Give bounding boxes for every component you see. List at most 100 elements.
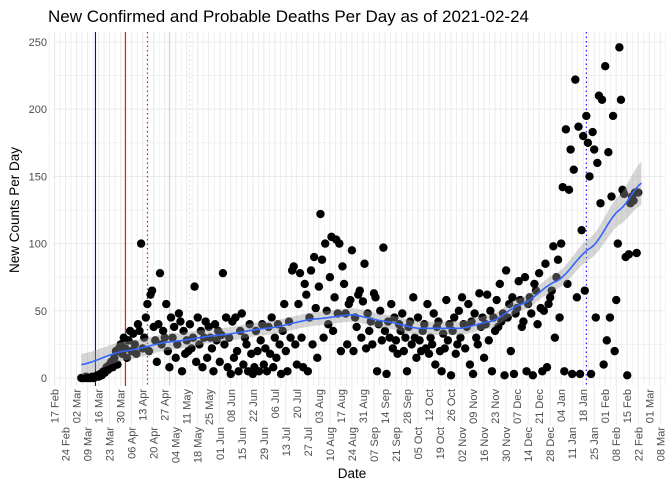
data-point (358, 297, 368, 306)
data-point (346, 295, 355, 305)
data-point (328, 326, 338, 336)
data-point (336, 346, 346, 356)
data-point (519, 317, 528, 326)
data-point (195, 340, 204, 349)
data-point (122, 353, 132, 363)
data-point (380, 326, 390, 336)
data-point (166, 313, 176, 322)
data-point (520, 273, 530, 282)
data-point (585, 172, 594, 181)
data-point (160, 333, 169, 342)
data-point (190, 282, 199, 291)
x-tick-label: 16 Nov (479, 427, 491, 462)
chart-title: New Confirmed and Probable Deaths Per Da… (48, 7, 529, 26)
data-point (253, 346, 262, 356)
data-point (240, 333, 250, 342)
data-point (223, 363, 232, 372)
data-point (343, 340, 352, 349)
data-point (431, 360, 440, 369)
data-point (571, 75, 580, 84)
data-point (456, 333, 465, 342)
data-point (473, 340, 482, 349)
data-point (379, 243, 388, 252)
data-point (316, 209, 325, 219)
data-point (289, 262, 298, 271)
data-point (371, 293, 380, 302)
x-tick-label: 14 Sep (380, 389, 392, 424)
data-point (171, 353, 180, 363)
y-tick-label: 100 (29, 239, 47, 251)
data-point (478, 313, 487, 322)
data-point (269, 363, 278, 372)
x-tick-label: 03 Aug (314, 389, 326, 423)
data-point (572, 293, 582, 302)
x-tick-label: 06 Apr (127, 427, 139, 459)
data-point (427, 340, 437, 349)
data-point (434, 317, 443, 326)
data-point (303, 367, 313, 376)
data-point (256, 336, 265, 345)
data-point (583, 138, 593, 147)
data-point (440, 344, 449, 353)
data-point (449, 313, 459, 322)
data-point (330, 293, 339, 302)
data-point (409, 293, 418, 302)
x-tick-label: 30 Nov (501, 427, 513, 462)
x-tick-label: 16 Mar (94, 389, 106, 424)
data-point (338, 262, 347, 271)
y-axis-label: New Counts Per Day (7, 147, 22, 273)
data-point (601, 61, 610, 71)
data-point (259, 360, 269, 369)
data-point (286, 333, 295, 342)
data-point (152, 357, 162, 367)
data-point (278, 326, 287, 336)
data-point (564, 185, 574, 195)
data-point (218, 268, 228, 278)
data-point (556, 239, 566, 248)
data-point (254, 367, 264, 376)
data-point (393, 349, 402, 359)
data-point (445, 320, 454, 329)
data-point (281, 346, 291, 356)
x-tick-label: 25 May (204, 389, 216, 426)
data-point (553, 255, 563, 264)
data-point (443, 336, 453, 345)
data-point (567, 369, 577, 379)
data-point (468, 369, 478, 379)
data-point (608, 111, 618, 121)
data-point (220, 340, 229, 349)
data-point (239, 360, 248, 369)
x-tick-label: 13 Apr (138, 389, 150, 421)
y-tick-label: 200 (29, 104, 47, 116)
data-point (365, 326, 374, 336)
data-point (335, 239, 344, 248)
data-point (558, 182, 567, 192)
x-tick-label: 11 May (182, 389, 194, 425)
data-point (602, 336, 611, 345)
data-point (596, 199, 605, 208)
data-point (629, 196, 638, 205)
x-tick-label: 08 Feb (611, 427, 623, 461)
x-tick-label: 07 Dec (512, 389, 524, 424)
data-point (231, 313, 240, 322)
data-point (516, 295, 525, 305)
x-tick-label: 23 Nov (490, 389, 502, 424)
x-tick-label: 21 Sep (391, 427, 403, 462)
data-point (294, 299, 303, 309)
y-tick-label: 150 (29, 171, 47, 183)
data-point (300, 279, 309, 289)
data-point (387, 299, 396, 309)
data-point (423, 299, 432, 309)
data-point (357, 333, 366, 342)
data-point (619, 189, 629, 199)
data-point (500, 371, 509, 380)
data-point (207, 344, 217, 353)
data-point (453, 340, 462, 349)
data-point (530, 279, 539, 289)
y-axis-ticks: 0 50 100 150 200 250 (29, 37, 47, 385)
x-tick-label: 22 Jun (248, 389, 260, 422)
data-point (446, 371, 456, 380)
data-point (451, 349, 460, 359)
data-point (438, 329, 448, 338)
